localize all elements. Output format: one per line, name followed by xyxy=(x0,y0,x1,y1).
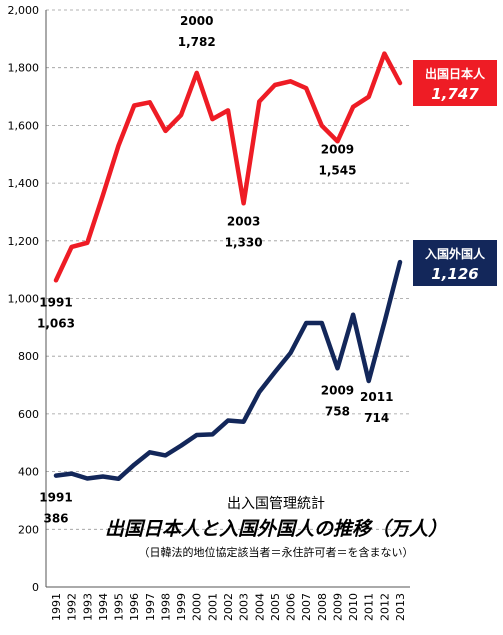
x-axis-ticks: 1991 1992 1993 1994 1995 1996 1997 1998 1999 2000… xyxy=(50,593,407,621)
annotation-value: 1,330 xyxy=(225,235,263,249)
x-tick-label: 2002 xyxy=(222,593,235,621)
caption-line-1: 出入国管理統計 xyxy=(227,496,325,512)
annotation-year: 2011 xyxy=(360,390,393,404)
badge-series-value: 1,747 xyxy=(431,85,479,103)
gridlines xyxy=(46,9,410,530)
x-tick-label: 2008 xyxy=(316,593,329,621)
x-tick-label: 2001 xyxy=(206,593,219,621)
x-tick-label: 1999 xyxy=(175,593,188,621)
badge-series-name: 入国外国人 xyxy=(425,246,486,261)
x-tick-label: 2012 xyxy=(378,593,391,621)
x-tick-label: 2005 xyxy=(269,593,282,621)
y-tick-label: 1,200 xyxy=(8,235,40,248)
annotation-year: 2003 xyxy=(227,214,260,228)
x-tick-label: 1998 xyxy=(159,593,172,621)
x-tick-label: 2000 xyxy=(191,593,204,621)
y-tick-label: 1,400 xyxy=(8,177,40,190)
annotation-year: 2009 xyxy=(321,383,354,397)
annotation-year: 2009 xyxy=(321,142,354,156)
y-tick-label: 2,000 xyxy=(8,4,40,17)
annotation-year: 2000 xyxy=(180,14,213,28)
annotation-value: 386 xyxy=(43,512,68,526)
x-tick-label: 1994 xyxy=(97,593,110,621)
x-tick-label: 2011 xyxy=(363,593,376,621)
x-tick-label: 2006 xyxy=(285,593,298,621)
x-tick-label: 1995 xyxy=(113,593,126,621)
x-tick-label: 2003 xyxy=(238,593,251,621)
x-tick-label: 2013 xyxy=(394,593,407,621)
annotation-value: 1,063 xyxy=(37,316,75,330)
annotations: 1991 1,063 2000 1,782 2003 1,330 2009 1,545 1991… xyxy=(37,14,393,526)
y-tick-label: 1,800 xyxy=(8,62,40,75)
annotation-value: 1,782 xyxy=(178,35,216,49)
annotation-value: 714 xyxy=(364,411,389,425)
x-tick-label: 1996 xyxy=(128,593,141,621)
y-tick-label: 1,000 xyxy=(8,293,40,306)
y-tick-label: 600 xyxy=(18,408,39,421)
series-badge-inbound: 入国外国人 1,126 xyxy=(413,240,497,286)
y-tick-label: 0 xyxy=(32,581,39,594)
x-tick-label: 2010 xyxy=(347,593,360,621)
y-tick-label: 200 xyxy=(18,523,39,536)
badge-background xyxy=(413,240,497,286)
series-line-1 xyxy=(53,259,403,482)
annotation-value: 758 xyxy=(325,404,350,418)
caption-line-3: （日韓法的地位協定該当者＝永住許可者＝を含まない） xyxy=(139,545,414,559)
annotation-value: 1,545 xyxy=(318,163,356,177)
badge-background xyxy=(413,60,497,106)
badge-series-value: 1,126 xyxy=(431,265,478,283)
x-tick-label: 1993 xyxy=(81,593,94,621)
badge-series-name: 出国日本人 xyxy=(425,66,486,81)
chart-caption: 出入国管理統計 出国日本人と入国外国人の推移（万人） （日韓法的地位協定該当者＝… xyxy=(105,496,447,559)
series-badge-outbound: 出国日本人 1,747 xyxy=(413,60,497,106)
y-axis-ticks: 0 200 400 600 800 1,000 1,200 1,400 1,600 1,800 2,… xyxy=(8,4,40,594)
annotation-year: 1991 xyxy=(39,491,72,505)
y-tick-label: 400 xyxy=(18,466,39,479)
caption-line-2: 出国日本人と入国外国人の推移（万人） xyxy=(105,518,447,540)
x-tick-label: 1991 xyxy=(50,593,63,621)
series-lines xyxy=(53,51,403,482)
x-tick-label: 1992 xyxy=(66,593,79,621)
annotation-year: 1991 xyxy=(39,295,72,309)
y-tick-label: 1,600 xyxy=(8,119,40,132)
x-tick-label: 1997 xyxy=(144,593,157,621)
x-tick-label: 2004 xyxy=(253,593,266,621)
y-tick-label: 800 xyxy=(18,350,39,363)
x-tick-label: 2007 xyxy=(300,593,313,621)
x-tick-label: 2009 xyxy=(331,593,344,621)
